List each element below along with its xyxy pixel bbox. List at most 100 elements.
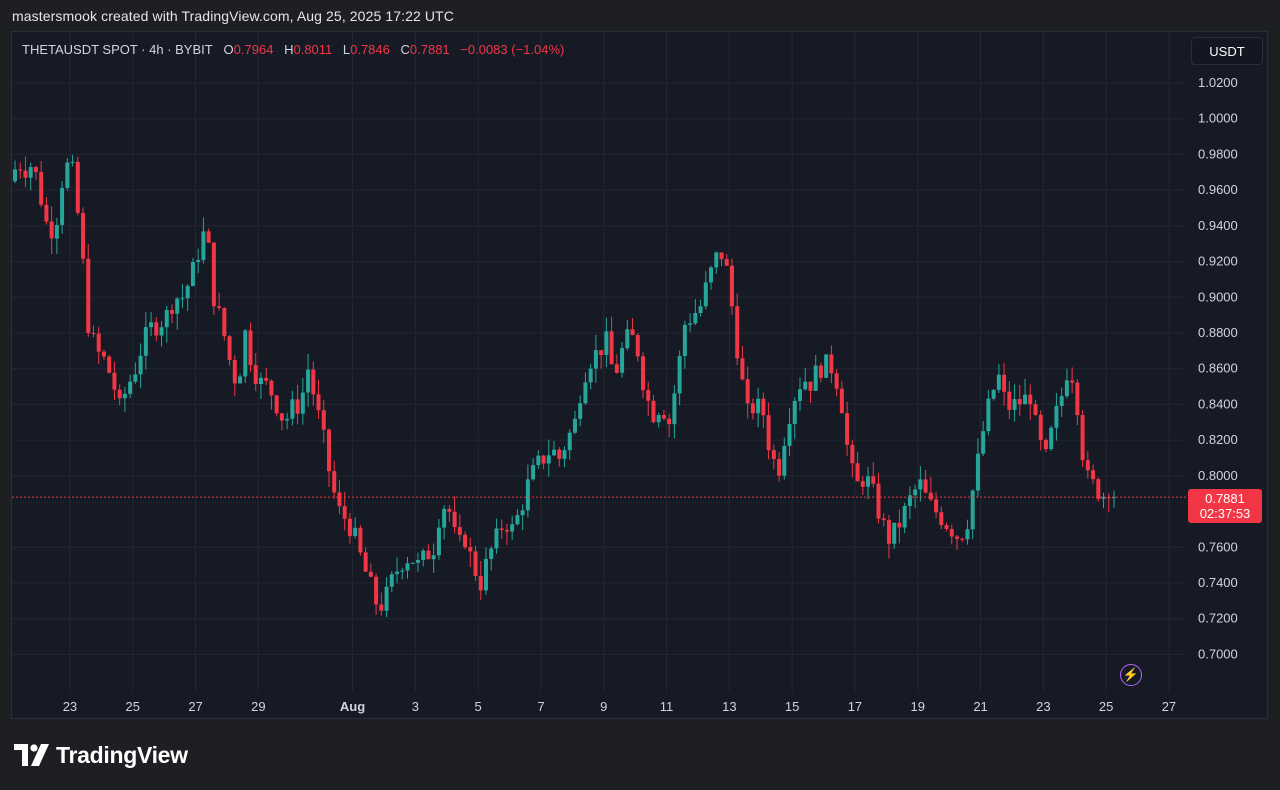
candle: [431, 543, 436, 573]
candle-body: [777, 459, 782, 476]
candle-body: [677, 356, 682, 394]
candle-body: [829, 354, 834, 374]
candle-body: [641, 356, 645, 391]
candle-body: [253, 365, 258, 385]
candle-body: [1070, 380, 1075, 383]
x-tick-label: 29: [251, 699, 265, 714]
candlestick-chart[interactable]: 1.0200 1.0000 0.9800 0.9600 0.9400 0.9200 0.90…: [12, 32, 1267, 718]
candle: [363, 547, 368, 573]
candle-body: [159, 327, 164, 336]
currency-button[interactable]: USDT: [1191, 37, 1263, 65]
candle: [866, 466, 871, 500]
y-tick-label: 0.7200: [1198, 611, 1238, 626]
candle-body: [457, 527, 462, 535]
candle-body: [1023, 394, 1028, 405]
candle-body: [651, 400, 656, 423]
candle-body: [264, 377, 269, 381]
candle-body: [824, 354, 829, 378]
candle-body: [342, 506, 347, 519]
candle: [133, 362, 138, 384]
candle: [860, 476, 865, 495]
candle: [918, 465, 923, 502]
candle-body: [892, 522, 897, 544]
candle-body: [463, 534, 468, 548]
y-tick-label: 0.8800: [1198, 325, 1238, 340]
candle-body: [405, 563, 410, 571]
symbol-name[interactable]: THETAUSDT SPOT · 4h · BYBIT: [22, 42, 213, 57]
candle-body: [525, 479, 530, 511]
chart-area[interactable]: 1.0200 1.0000 0.9800 0.9600 0.9400 0.9200 0.90…: [11, 31, 1268, 719]
candle: [625, 319, 630, 351]
candle-body: [395, 571, 400, 575]
candle-body: [520, 510, 525, 516]
candle-body: [928, 492, 933, 500]
candle: [175, 297, 180, 330]
candle-body: [384, 586, 389, 611]
candle-body: [133, 374, 138, 382]
candle: [939, 506, 944, 530]
candle-body: [33, 167, 38, 172]
candle: [23, 156, 28, 188]
candle-body: [850, 444, 855, 464]
candle: [928, 476, 933, 502]
y-tick-label: 0.9800: [1198, 146, 1238, 161]
candle: [447, 505, 452, 522]
candle: [499, 519, 504, 540]
candle: [698, 299, 703, 317]
candle: [211, 242, 216, 315]
candle-body: [714, 252, 719, 268]
candle: [180, 284, 185, 308]
candle: [782, 437, 787, 480]
candle: [201, 217, 206, 264]
candle: [934, 492, 939, 519]
candle: [750, 398, 755, 420]
candle: [258, 372, 263, 399]
candle-body: [190, 262, 195, 287]
candle: [421, 548, 426, 567]
x-tick-label: 25: [1099, 699, 1113, 714]
x-tick-label: 5: [475, 699, 482, 714]
candle: [96, 327, 101, 364]
candle-body: [101, 351, 106, 357]
candle-body: [473, 551, 478, 576]
candle: [484, 547, 488, 595]
candle: [635, 333, 640, 362]
candle: [881, 513, 886, 527]
bar-countdown: 02:37:53: [1199, 506, 1251, 521]
candle-body: [28, 167, 33, 178]
candle-body: [1091, 470, 1096, 480]
candle-body: [117, 389, 122, 399]
candle-body: [468, 547, 473, 552]
candle: [300, 377, 305, 425]
candle: [28, 162, 33, 191]
x-tick-label: 9: [600, 699, 607, 714]
candle: [410, 562, 415, 565]
candle: [620, 342, 625, 378]
candle-body: [845, 413, 850, 445]
candle-body: [965, 529, 970, 540]
candle: [1080, 410, 1085, 468]
candle: [991, 388, 996, 401]
candle-body: [217, 306, 222, 309]
candle-body: [368, 571, 373, 577]
candle: [1106, 493, 1111, 513]
candle: [661, 409, 666, 421]
axis-labels: 1.0200 1.0000 0.9800 0.9600 0.9400 0.9200 0.90…: [12, 75, 1238, 714]
candle-body: [661, 415, 666, 419]
candle: [520, 504, 525, 530]
candle: [60, 181, 65, 234]
candle: [630, 317, 635, 336]
candle-body: [295, 399, 300, 414]
lightning-icon[interactable]: ⚡: [1120, 664, 1142, 686]
candle-body: [735, 306, 740, 359]
candle-body: [855, 463, 860, 482]
candle: [279, 412, 284, 431]
candle-body: [1017, 399, 1022, 405]
candle: [871, 461, 876, 488]
candle: [876, 472, 881, 524]
y-tick-label: 0.9200: [1198, 254, 1238, 269]
y-tick-label: 0.7600: [1198, 539, 1238, 554]
candle-body: [164, 310, 169, 328]
close-value: 0.7881: [409, 42, 450, 57]
candle-body: [944, 525, 949, 529]
